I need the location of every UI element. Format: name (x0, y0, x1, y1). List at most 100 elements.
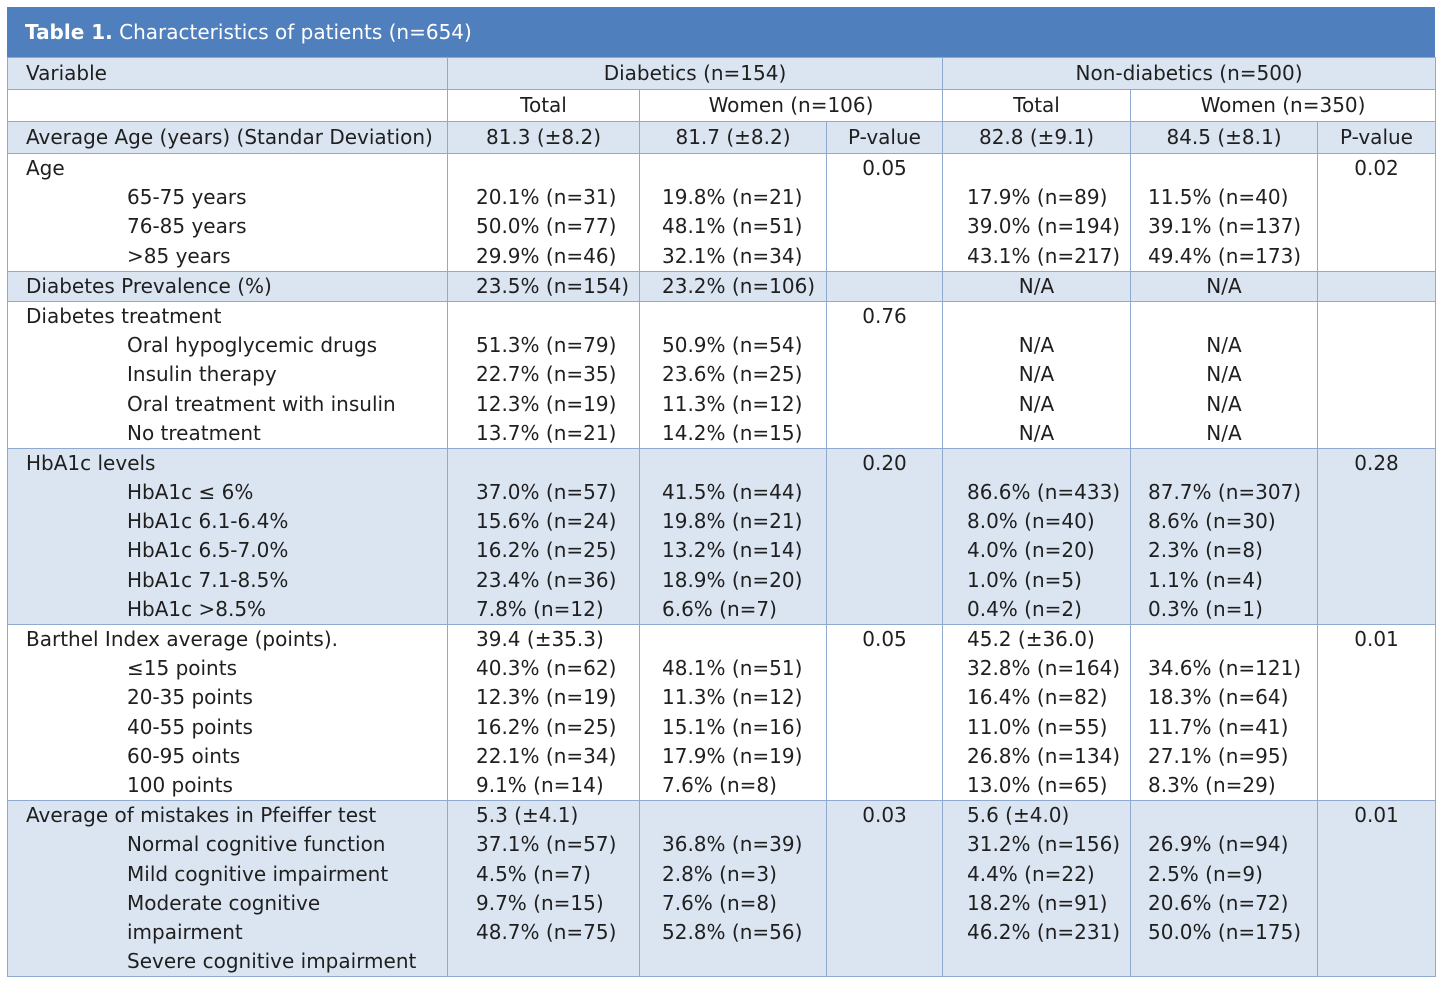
table-group-row: HbA1c levels HbA1c ≤ 6% HbA1c 6.1-6.4% HbA1… (7, 447, 1437, 626)
table-group-row: Age 65-75 years 76-85 years >85 years 20.1% … (7, 153, 1437, 272)
row-label: 60-95 oints (127, 743, 241, 768)
cell-value: 23.6% (n=25) (662, 362, 803, 387)
title-value (662, 302, 826, 331)
diabetics-women-cell: 48.1% (n=51) 11.3% (n=12) 15.1% (n=16) 17.9… (639, 623, 827, 802)
group-label-cell: Diabetes Prevalence (%) (7, 270, 448, 302)
nondiabetics-total-cell: 86.6% (n=433) 8.0% (n=40) 4.0% (n=20) 1.0% … (942, 447, 1131, 626)
cell-value: 15.1% (n=16) (662, 714, 803, 739)
group-label-cell: Age 65-75 years 76-85 years >85 years (7, 153, 448, 272)
cell-value: 2.8% (n=3) (662, 861, 777, 886)
nondiabetics-pvalue-cell: 0.28 (1316, 447, 1437, 626)
title-value (662, 449, 826, 478)
cell-value: 0.4% (n=2) (967, 596, 1082, 621)
row-label: Normal cognitive function (127, 832, 386, 857)
cell-value (967, 947, 1130, 976)
nondiabetics-women-cell: 26.9% (n=94) 2.5% (n=9) 20.6% (n=72) 50.0% … (1130, 800, 1318, 978)
avg-age-n-women: 84.5 (±8.1) (1130, 121, 1318, 154)
nondiabetics-total-cell: 17.9% (n=89) 39.0% (n=194) 43.1% (n=217) (942, 153, 1131, 272)
cell-value: 7.8% (n=12) (476, 596, 604, 621)
row-label: 76-85 years (127, 214, 247, 239)
diabetics-total-cell: 5.3 (±4.1) 37.1% (n=57) 4.5% (n=7) 9.7% (n=… (447, 800, 640, 978)
cell-value: 17.9% (n=19) (662, 743, 803, 768)
cell-value: 18.9% (n=20) (662, 567, 803, 592)
nondiabetics-pvalue-cell: 0.02 (1316, 153, 1437, 272)
title-value: 39.4 (±35.3) (476, 627, 604, 651)
title-value (662, 154, 826, 183)
group-label-cell: Average of mistakes in Pfeiffer test Norm… (7, 800, 448, 978)
header-row-1: Variable Diabetics (n=154) Non-diabetics… (7, 57, 1437, 90)
cell-value: 48.1% (n=51) (662, 214, 803, 239)
title-value: 23.2% (n=106) (662, 273, 816, 298)
cell-value: 26.8% (n=134) (967, 743, 1121, 768)
avg-age-d-total: 81.3 (±8.2) (447, 121, 640, 154)
cell-value: 19.8% (n=21) (662, 185, 803, 210)
header-blank (7, 89, 448, 122)
row-label: Insulin therapy (127, 362, 277, 387)
cell-value: 31.2% (n=156) (967, 832, 1121, 857)
group-title: Age (26, 156, 65, 180)
cell-value: 52.8% (n=56) (662, 919, 803, 944)
table-group-row: Diabetes treatment Oral hypoglycemic drug… (7, 300, 1437, 449)
cell-value: 12.3% (n=19) (476, 685, 617, 710)
row-label: No treatment (127, 420, 261, 445)
row-label: impairment (127, 919, 243, 944)
characteristics-table: Variable Diabetics (n=154) Non-diabetics… (7, 57, 1437, 978)
title-value (1131, 302, 1317, 331)
cell-value: N/A (1018, 333, 1055, 358)
title-value: 5.3 (±4.1) (476, 803, 579, 828)
cell-value: N/A (1018, 362, 1055, 387)
avg-age-label: Average Age (years) (Standar Deviation) (7, 121, 448, 154)
header-variable: Variable (7, 57, 448, 90)
cell-value: 37.0% (n=57) (476, 480, 617, 505)
title-value: N/A (1206, 273, 1242, 298)
cell-value: 4.5% (n=7) (476, 861, 591, 886)
group-label-cell: Barthel Index average (points). ≤15 point… (7, 623, 448, 802)
cell-value: 8.3% (n=29) (1148, 772, 1276, 797)
nondiabetics-pvalue-cell (1316, 300, 1437, 449)
cell-value (662, 947, 826, 976)
table-group-row: Average of mistakes in Pfeiffer test Norm… (7, 800, 1437, 978)
nondiabetics-women-cell: N/A (1130, 270, 1318, 302)
diabetics-pvalue-cell: 0.20 (826, 447, 943, 626)
cell-value: 32.8% (n=164) (967, 656, 1121, 681)
cell-value: 27.1% (n=95) (1148, 743, 1289, 768)
cell-value: 0.3% (n=1) (1148, 596, 1263, 621)
p-value: 0.03 (862, 803, 907, 828)
group-title: Diabetes Prevalence (%) (26, 273, 272, 298)
group-title: Barthel Index average (points). (26, 627, 338, 651)
title-value (662, 625, 826, 654)
table-group-row: Barthel Index average (points). ≤15 point… (7, 623, 1437, 802)
nondiabetics-total-cell: 45.2 (±36.0) 32.8% (n=164) 16.4% (n=82) 11.… (942, 623, 1131, 802)
cell-value: 48.7% (n=75) (476, 919, 617, 944)
table-frame: Table 1. Characteristics of patients (n=… (7, 7, 1437, 978)
cell-value: 7.6% (n=8) (662, 772, 777, 797)
cell-value: 23.4% (n=36) (476, 567, 617, 592)
avg-age-d-women: 81.7 (±8.2) (639, 121, 827, 154)
title-value: 45.2 (±36.0) (967, 627, 1095, 651)
cell-value: 9.1% (n=14) (476, 772, 604, 797)
cell-value: 1.1% (n=4) (1148, 567, 1263, 592)
cell-value: 26.9% (n=94) (1148, 832, 1289, 857)
cell-value (1148, 947, 1317, 976)
group-label-cell: Diabetes treatment Oral hypoglycemic drug… (7, 300, 448, 449)
cell-value: 16.2% (n=25) (476, 538, 617, 563)
nondiabetics-women-cell: 87.7% (n=307) 8.6% (n=30) 2.3% (n=8) 1.1% (… (1130, 447, 1318, 626)
avg-age-n-total: 82.8 (±9.1) (942, 121, 1131, 154)
cell-value: 46.2% (n=231) (967, 919, 1121, 944)
cell-value: 4.0% (n=20) (967, 538, 1095, 563)
nondiabetics-pvalue-cell: 0.01 (1316, 623, 1437, 802)
cell-value: 1.0% (n=5) (967, 567, 1082, 592)
nondiabetics-women-cell: 11.5% (n=40) 39.1% (n=137) 49.4% (n=173) (1130, 153, 1318, 272)
row-label: Mild cognitive impairment (127, 861, 389, 886)
title-value: N/A (1018, 273, 1055, 298)
table-group-row: Diabetes Prevalence (%) 23.5% (n=154) 23.2… (7, 270, 1437, 302)
title-value (476, 302, 639, 331)
cell-value: 7.6% (n=8) (662, 890, 777, 915)
row-label: ≤15 points (127, 656, 237, 681)
cell-value: 4.4% (n=22) (967, 861, 1095, 886)
cell-value: N/A (1206, 420, 1242, 445)
cell-value: 20.6% (n=72) (1148, 890, 1289, 915)
cell-value: 22.7% (n=35) (476, 362, 617, 387)
nondiabetics-total-cell: N/A (942, 270, 1131, 302)
cell-value: 2.3% (n=8) (1148, 538, 1263, 563)
